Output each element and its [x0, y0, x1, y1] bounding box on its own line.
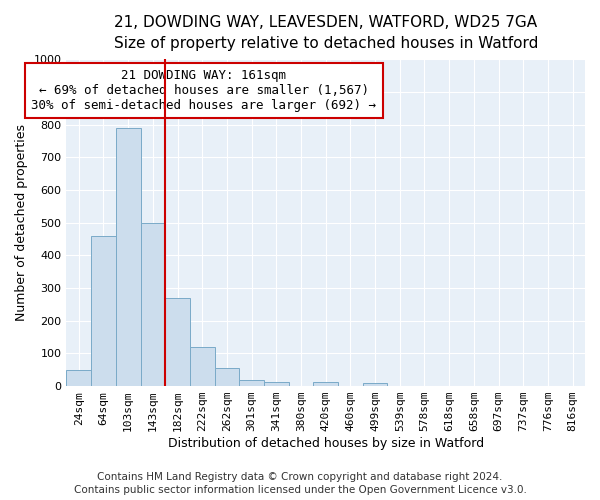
Y-axis label: Number of detached properties: Number of detached properties [15, 124, 28, 321]
Bar [116, 128, 140, 386]
Bar [190, 347, 215, 386]
Text: 21 DOWDING WAY: 161sqm
← 69% of detached houses are smaller (1,567)
30% of semi-: 21 DOWDING WAY: 161sqm ← 69% of detached… [31, 69, 376, 112]
Bar [239, 380, 264, 386]
Bar [91, 236, 116, 386]
Bar [165, 298, 190, 386]
X-axis label: Distribution of detached houses by size in Watford: Distribution of detached houses by size … [167, 437, 484, 450]
Bar [363, 384, 388, 386]
Bar [264, 382, 289, 386]
Bar [140, 222, 165, 386]
Title: 21, DOWDING WAY, LEAVESDEN, WATFORD, WD25 7GA
Size of property relative to detac: 21, DOWDING WAY, LEAVESDEN, WATFORD, WD2… [113, 15, 538, 51]
Text: Contains HM Land Registry data © Crown copyright and database right 2024.
Contai: Contains HM Land Registry data © Crown c… [74, 472, 526, 495]
Bar [67, 370, 91, 386]
Bar [215, 368, 239, 386]
Bar [313, 382, 338, 386]
